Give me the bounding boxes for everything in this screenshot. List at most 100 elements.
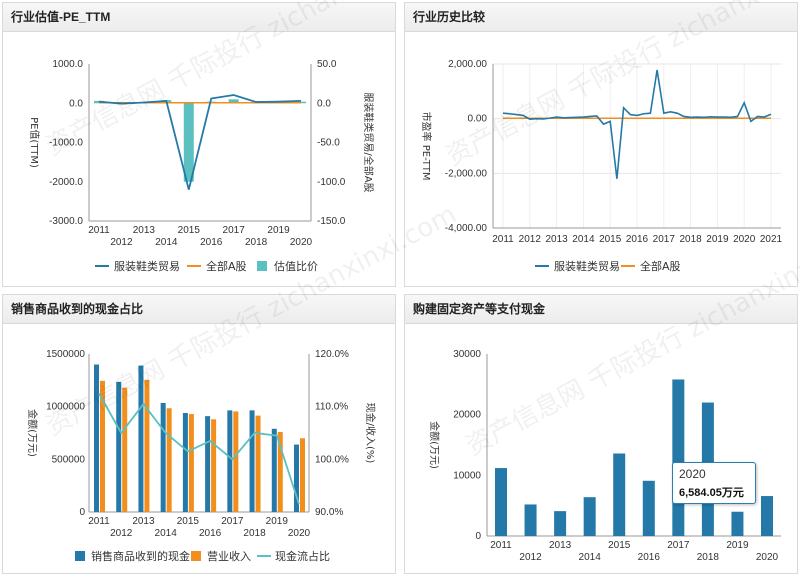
revenue-bar: [100, 380, 105, 512]
revenue-bar: [233, 411, 239, 512]
pe-ttm-panel: 行业估值-PE_TTM 1000.0 0.0 -1000.0 -2000.0 -3000…: [2, 2, 396, 287]
apparel-trade-line: [98, 94, 302, 190]
x-tick-label: 2017: [653, 234, 676, 245]
cash-received-bar: [205, 416, 211, 512]
y2-tick-label: -150.0: [317, 216, 346, 227]
cash-received-bar: [182, 412, 188, 512]
apparel-trade-line: [502, 69, 772, 179]
capex-bar: [613, 453, 626, 536]
y-tick-label: 30000: [453, 349, 481, 360]
cash-received-bar: [138, 365, 144, 512]
y2-tick-label: 50.0: [317, 59, 337, 70]
x-tick-label: 2016: [199, 528, 222, 539]
cash-ratio-chart: 1500000 1000000 500000 0 120.0% 110.0% 100.0% 9…: [26, 349, 377, 563]
x-tick-label: 2017: [221, 516, 244, 527]
cash-received-bar: [116, 381, 122, 512]
x-tick-label: 2021: [760, 234, 783, 245]
y-axis-label: PE值(TTM): [28, 117, 41, 168]
y-tick-label: -1000.0: [49, 138, 83, 149]
y-tick-label: 0.00: [468, 114, 488, 125]
x-tick-label: 2012: [110, 528, 133, 539]
cash-received-bar: [94, 364, 99, 512]
legend-label: 销售商品收到的现金: [91, 549, 190, 563]
valuation-ratio-bar: [183, 103, 194, 182]
x-tick-label: 2011: [88, 225, 110, 236]
x-tick-label: 2011: [490, 540, 512, 551]
x-tick-label: 2013: [549, 540, 572, 551]
x-tick-label: 2014: [572, 234, 595, 245]
legend-swatch: [257, 261, 267, 271]
legend-label: 营业收入: [207, 549, 251, 563]
x-tick-label: 2015: [178, 225, 201, 236]
x-tick-label: 2012: [110, 237, 133, 248]
y-axis-label: 市盈率 PE-TTM: [420, 112, 433, 181]
x-tick-label: 2011: [492, 234, 514, 245]
industry-history-panel: 行业历史比较 2,000.00 0.00 -2,000.00 -4,000.00 201…: [404, 2, 798, 287]
y-tick-label: 0.0: [69, 98, 83, 109]
cash-ratio-panel: 销售商品收到的现金占比 1500000 1000000 500000 0 120.0% 1…: [2, 294, 396, 574]
x-tick-label: 2016: [638, 552, 661, 563]
y2-tick-label: -100.0: [317, 177, 346, 188]
x-tick-label: 2011: [88, 516, 110, 527]
revenue-bar: [188, 414, 194, 512]
y2-tick-label: 100.0%: [315, 454, 349, 465]
capex-bar: [642, 480, 655, 536]
revenue-bar: [255, 415, 261, 512]
x-tick-label: 2013: [132, 516, 155, 527]
capex-chart: 30000 20000 10000 0 2011 2012 2013 2014 2015 2016…: [428, 349, 781, 563]
x-tick-label: 2020: [733, 234, 756, 245]
y-tick-label: -2,000.00: [445, 168, 488, 179]
panel-title: 购建固定资产等支付现金: [405, 295, 797, 324]
legend-swatch: [75, 551, 85, 561]
x-tick-label: 2019: [267, 225, 290, 236]
y-tick-label: 500000: [52, 454, 86, 465]
y-tick-label: 1500000: [46, 349, 85, 360]
revenue-bar: [122, 387, 128, 512]
tooltip-year: 2020: [679, 467, 706, 481]
cash-received-bar: [294, 444, 299, 512]
x-tick-label: 2019: [726, 540, 749, 551]
x-tick-label: 2015: [599, 234, 622, 245]
revenue-bar: [211, 419, 217, 512]
capex-bar: [761, 496, 773, 536]
x-tick-label: 2018: [245, 237, 268, 248]
x-tick-label: 2012: [519, 552, 542, 563]
y-tick-label: -3000.0: [49, 216, 83, 227]
legend-label: 全部A股: [640, 259, 681, 273]
y-tick-label: 1000.0: [52, 59, 83, 70]
tooltip-value: 6,584.05万元: [679, 487, 744, 499]
legend-swatch: [191, 551, 201, 561]
x-tick-label: 2015: [177, 516, 200, 527]
y2-tick-label: 90.0%: [315, 507, 343, 518]
cash-received-bar: [249, 410, 255, 512]
revenue-bar: [277, 431, 283, 512]
y-tick-label: 20000: [453, 410, 481, 421]
x-tick-label: 2020: [290, 237, 313, 248]
cash-received-bar: [271, 428, 277, 512]
y2-axis-label: 现金/收入(%): [364, 403, 377, 464]
panel-title: 行业历史比较: [405, 3, 797, 32]
y2-tick-label: 120.0%: [315, 349, 349, 360]
legend-label: 估值比价: [274, 260, 318, 273]
y2-tick-label: 110.0%: [315, 402, 348, 413]
y2-tick-label: -50.0: [317, 138, 340, 149]
revenue-bar: [300, 438, 305, 512]
x-tick-label: 2018: [243, 528, 266, 539]
y2-tick-label: 0.0: [317, 98, 331, 109]
y-tick-label: 10000: [453, 470, 481, 481]
capex-bar: [672, 379, 685, 536]
x-tick-label: 2014: [579, 552, 602, 563]
capex-bar: [554, 511, 567, 536]
y-tick-label: 1000000: [46, 402, 85, 413]
legend-label: 服装鞋类贸易: [554, 259, 620, 273]
y-tick-label: 0: [79, 507, 85, 518]
panel-title: 销售商品收到的现金占比: [3, 295, 395, 324]
revenue-bar: [166, 408, 172, 512]
valuation-ratio-bar: [228, 99, 239, 104]
cash-received-bar: [160, 402, 166, 512]
x-tick-label: 2014: [155, 237, 178, 248]
x-tick-label: 2013: [133, 225, 156, 236]
chart-tooltip: 2020 6,584.05万元: [672, 462, 756, 504]
legend-label: 服装鞋类贸易: [114, 259, 180, 273]
x-tick-label: 2019: [706, 234, 729, 245]
